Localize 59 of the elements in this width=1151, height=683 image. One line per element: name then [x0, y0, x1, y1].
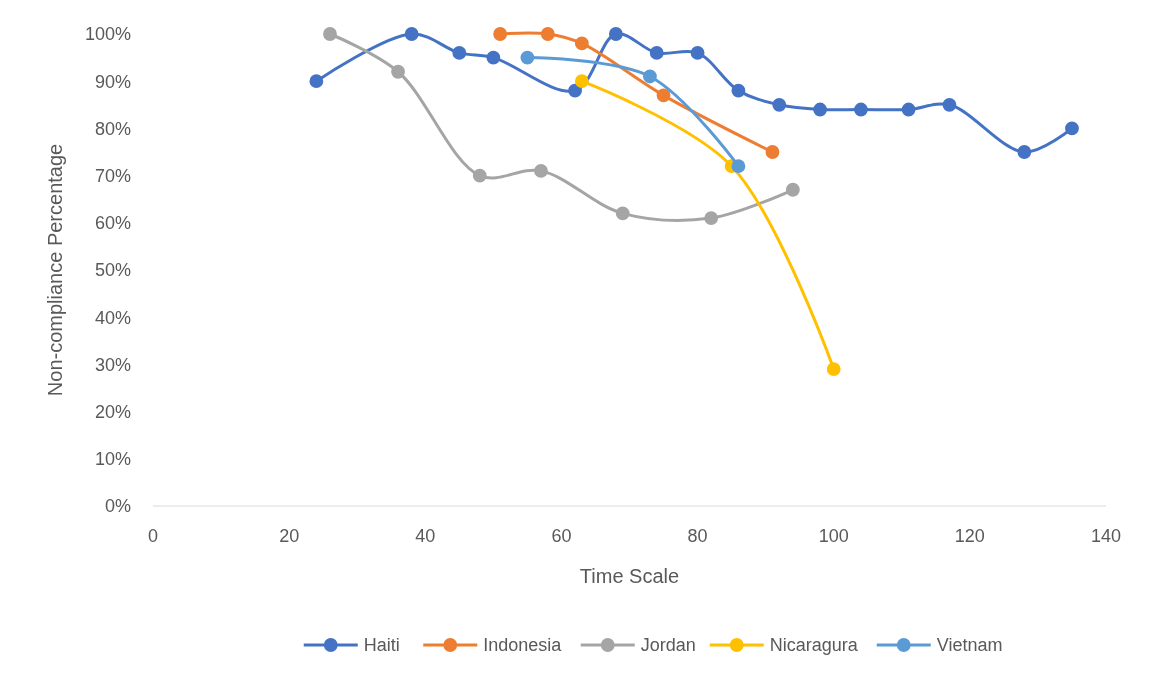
point: [615, 206, 630, 221]
point: [649, 45, 664, 60]
x-axis-title: Time Scale: [579, 565, 680, 587]
legend-label: Nicaragura: [769, 635, 859, 656]
point: [574, 36, 589, 51]
legend-label: Vietnam: [936, 635, 1003, 656]
point: [404, 27, 419, 41]
point: [1065, 121, 1079, 136]
y-tick-label: 100%: [84, 24, 131, 45]
x-tick-label: 0: [147, 526, 159, 546]
point: [452, 45, 467, 60]
point: [731, 159, 746, 174]
point: [942, 97, 957, 112]
y-tick-label: 50%: [94, 260, 131, 281]
point: [785, 182, 800, 197]
point: [493, 27, 508, 41]
point: [826, 362, 841, 377]
y-tick-label: 10%: [94, 449, 131, 470]
y-tick-label: 90%: [94, 71, 131, 92]
point: [772, 97, 787, 112]
point: [608, 27, 623, 41]
point: [520, 50, 535, 65]
point: [813, 102, 828, 117]
point: [704, 211, 719, 225]
point: [574, 74, 589, 89]
x-tick-label: 100: [818, 526, 849, 546]
y-tick-label: 60%: [94, 213, 131, 234]
x-tick-label: 80: [687, 526, 708, 546]
point: [472, 168, 487, 183]
x-tick-label: 40: [415, 526, 436, 546]
y-tick-label: 40%: [94, 307, 131, 328]
y-tick-label: 80%: [94, 118, 131, 139]
point: [656, 88, 671, 103]
y-tick-label: 0%: [104, 496, 131, 517]
y-axis-title: Non-compliance Percentage: [44, 143, 66, 397]
y-tick-label: 70%: [94, 165, 131, 186]
y-tick-label: 20%: [94, 401, 131, 422]
point: [486, 50, 501, 65]
x-tick-label: 120: [954, 526, 985, 546]
point: [568, 83, 582, 98]
legend-label: Haiti: [363, 635, 400, 656]
point: [765, 145, 780, 159]
x-tick-label: 140: [1090, 526, 1122, 546]
point: [391, 64, 405, 79]
point: [854, 102, 868, 117]
point: [323, 27, 337, 41]
point: [1017, 145, 1032, 159]
legend-label: Jordan: [640, 635, 696, 656]
point: [643, 69, 657, 84]
point: [540, 27, 555, 41]
x-tick-label: 20: [279, 526, 300, 546]
x-tick-label: 60: [551, 526, 572, 546]
point: [309, 74, 324, 89]
point: [731, 83, 746, 98]
legend-label: Indonesia: [483, 635, 563, 656]
point: [690, 45, 705, 60]
point: [901, 102, 916, 117]
y-tick-label: 30%: [94, 354, 131, 375]
point: [534, 163, 548, 178]
